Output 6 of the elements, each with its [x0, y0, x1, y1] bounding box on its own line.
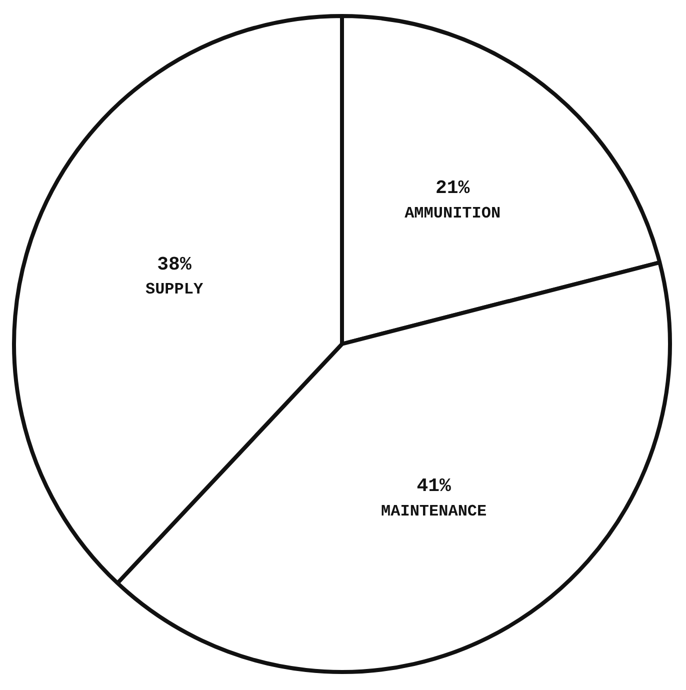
- slice-label: AMMUNITION: [404, 204, 501, 222]
- data-label: 41%: [416, 475, 452, 498]
- data-label: 21%: [435, 177, 470, 200]
- slice-label: SUPPLY: [145, 280, 204, 299]
- data-label: 38%: [157, 253, 192, 276]
- slice-label: MAINTENANCE: [381, 502, 487, 520]
